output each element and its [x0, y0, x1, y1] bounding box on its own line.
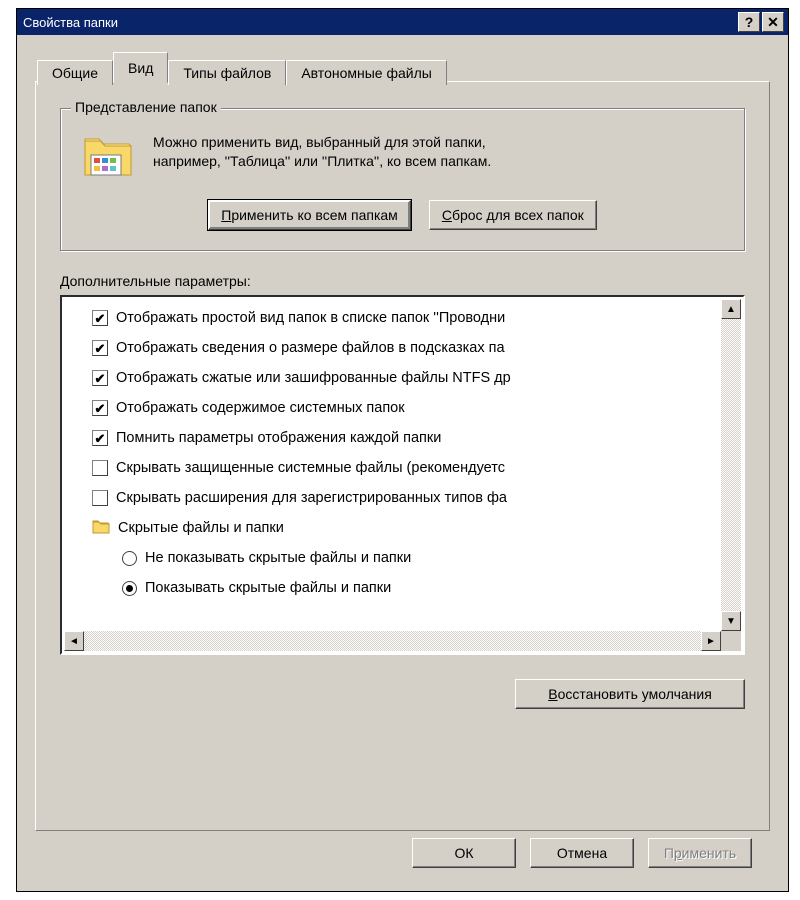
- close-button[interactable]: ✕: [762, 12, 784, 32]
- tab-filetypes[interactable]: Типы файлов: [168, 60, 286, 85]
- list-item-label: Помнить параметры отображения каждой пап…: [116, 430, 441, 446]
- client-area: Общие Вид Типы файлов Автономные файлы П…: [17, 35, 788, 882]
- checkbox-icon[interactable]: [92, 370, 108, 386]
- apply-to-all-button[interactable]: Применить ко всем папкам: [208, 200, 411, 230]
- folder-icon: [83, 133, 135, 182]
- checkbox-icon[interactable]: [92, 340, 108, 356]
- titlebar: Свойства папки ? ✕: [17, 9, 788, 35]
- tabstrip: Общие Вид Типы файлов Автономные файлы: [37, 51, 770, 82]
- list-item[interactable]: Скрытые файлы и папки: [92, 513, 719, 543]
- horizontal-scrollbar[interactable]: ◄ ►: [64, 631, 721, 651]
- radio-icon[interactable]: [122, 581, 137, 596]
- folder-group-icon: [92, 518, 110, 538]
- tab-view[interactable]: Вид: [113, 52, 168, 83]
- list-item[interactable]: Отображать сжатые или зашифрованные файл…: [92, 363, 719, 393]
- scroll-left-button[interactable]: ◄: [64, 631, 84, 651]
- checkbox-icon[interactable]: [92, 460, 108, 476]
- scroll-down-button[interactable]: ▼: [721, 611, 741, 631]
- cancel-button[interactable]: Отмена: [530, 838, 634, 868]
- list-item-label: Отображать простой вид папок в списке па…: [116, 310, 505, 326]
- checkbox-icon[interactable]: [92, 310, 108, 326]
- tab-general[interactable]: Общие: [37, 60, 113, 85]
- checkbox-icon[interactable]: [92, 490, 108, 506]
- titlebar-buttons: ? ✕: [738, 12, 784, 32]
- ok-button[interactable]: ОК: [412, 838, 516, 868]
- list-item[interactable]: Помнить параметры отображения каждой пап…: [92, 423, 719, 453]
- list-item-label: Отображать сжатые или зашифрованные файл…: [116, 370, 511, 386]
- radio-icon[interactable]: [122, 551, 137, 566]
- restore-defaults-button[interactable]: Восстановить умолчания: [515, 679, 745, 709]
- list-item-label: Отображать сведения о размере файлов в п…: [116, 340, 505, 356]
- folder-options-dialog: Свойства папки ? ✕ Общие Вид Типы файлов…: [16, 8, 789, 892]
- list-item-label: Скрытые файлы и папки: [118, 520, 284, 536]
- list-item[interactable]: Показывать скрытые файлы и папки: [92, 573, 719, 603]
- folder-views-desc-line1: Можно применить вид, выбранный для этой …: [153, 133, 491, 152]
- vertical-scrollbar[interactable]: ▲ ▼: [721, 299, 741, 631]
- checkbox-icon[interactable]: [92, 400, 108, 416]
- list-item-label: Не показывать скрытые файлы и папки: [145, 550, 411, 566]
- checkbox-icon[interactable]: [92, 430, 108, 446]
- list-item-label: Отображать содержимое системных папок: [116, 400, 405, 416]
- list-item[interactable]: Скрывать расширения для зарегистрированн…: [92, 483, 719, 513]
- list-item-label: Скрывать расширения для зарегистрированн…: [116, 490, 507, 506]
- scroll-corner: [721, 631, 741, 651]
- list-item[interactable]: Отображать содержимое системных папок: [92, 393, 719, 423]
- dialog-buttons: ОК Отмена Применить: [35, 838, 770, 868]
- list-item-label: Показывать скрытые файлы и папки: [145, 580, 391, 596]
- folder-views-legend: Представление папок: [71, 99, 221, 115]
- help-button[interactable]: ?: [738, 12, 760, 32]
- list-item[interactable]: Отображать сведения о размере файлов в п…: [92, 333, 719, 363]
- list-item[interactable]: Скрывать защищенные системные файлы (рек…: [92, 453, 719, 483]
- advanced-label: Дополнительные параметры:: [60, 273, 745, 289]
- folder-views-desc-line2: например, ''Таблица'' или ''Плитка'', ко…: [153, 152, 491, 171]
- folder-views-desc: Можно применить вид, выбранный для этой …: [153, 133, 491, 171]
- scroll-right-button[interactable]: ►: [701, 631, 721, 651]
- folder-views-group: Представление папок: [60, 108, 745, 251]
- tab-offline[interactable]: Автономные файлы: [286, 60, 446, 85]
- tab-panel-view: Представление папок: [35, 81, 770, 831]
- scroll-up-button[interactable]: ▲: [721, 299, 741, 319]
- advanced-settings-list[interactable]: Отображать простой вид папок в списке па…: [60, 295, 745, 655]
- reset-all-button[interactable]: Сброс для всех папок: [429, 200, 597, 230]
- list-item[interactable]: Отображать простой вид папок в списке па…: [92, 303, 719, 333]
- apply-button[interactable]: Применить: [648, 838, 752, 868]
- list-item[interactable]: Не показывать скрытые файлы и папки: [92, 543, 719, 573]
- window-title: Свойства папки: [23, 15, 118, 30]
- list-item-label: Скрывать защищенные системные файлы (рек…: [116, 460, 505, 476]
